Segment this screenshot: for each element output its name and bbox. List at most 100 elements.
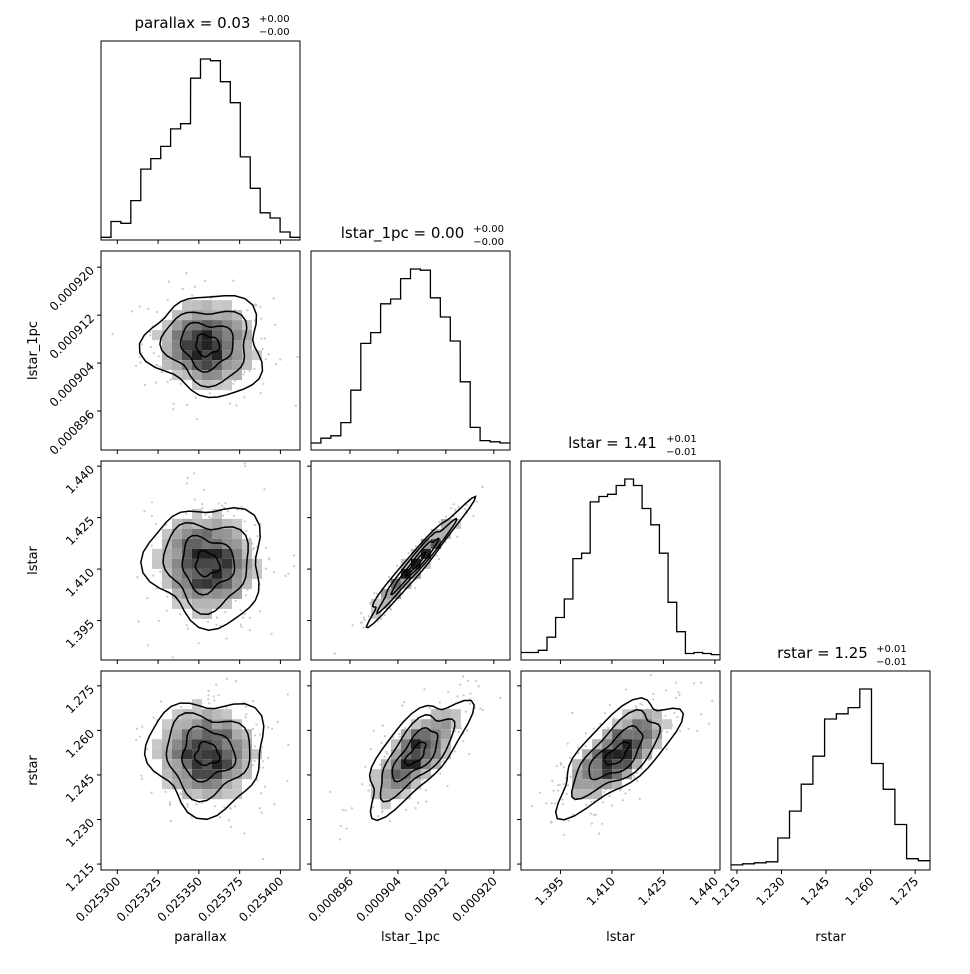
density-cell	[450, 709, 461, 720]
density-cell	[450, 518, 461, 529]
density-cell	[152, 558, 162, 569]
density-cell	[182, 769, 192, 780]
density-cell	[172, 360, 182, 371]
scatter-point	[584, 745, 587, 748]
density-cell	[622, 729, 633, 740]
density-cell	[410, 739, 421, 750]
scatter-point	[248, 370, 251, 373]
density-cell	[212, 759, 222, 770]
hist-step-rstar	[731, 688, 930, 866]
scatter-point	[372, 729, 375, 732]
contour-level	[391, 727, 439, 783]
scatter-point	[577, 752, 580, 755]
density-cell	[440, 528, 451, 539]
scatter-point	[261, 766, 264, 769]
scatter-point	[545, 802, 548, 805]
y-tick-label-lstar-0: 1.395	[63, 617, 97, 651]
density-cell	[212, 789, 222, 800]
scatter-point	[253, 759, 256, 763]
scatter-point	[268, 558, 271, 561]
density-cell	[232, 370, 242, 381]
density-cell	[252, 350, 262, 361]
scatter-point	[652, 698, 655, 701]
y-tick-label-lstar-1: 1.410	[63, 565, 97, 599]
density-cell	[222, 360, 232, 371]
scatter-point	[462, 740, 465, 743]
density-cell	[172, 370, 182, 381]
scatter-point	[140, 777, 144, 781]
hist-title-sub-lstar_1pc: −0.00	[473, 237, 504, 248]
density-cell	[172, 739, 182, 750]
density-cell	[652, 729, 663, 740]
density-cell	[222, 709, 232, 720]
scatter-point	[398, 732, 401, 736]
scatter-point	[361, 783, 364, 786]
density-cell	[430, 719, 441, 730]
scatter-point	[339, 838, 342, 841]
density-cell	[400, 789, 411, 800]
density-cell	[222, 320, 232, 331]
scatter-point	[652, 692, 655, 696]
scatter-point	[224, 611, 227, 614]
density-cell	[202, 789, 212, 800]
contour-level	[375, 517, 458, 615]
scatter-point	[169, 378, 172, 381]
scatter-point	[475, 500, 478, 503]
density-cell	[440, 518, 451, 529]
scatter-point	[271, 727, 274, 730]
scatter-point	[572, 813, 575, 816]
density-cell	[182, 370, 192, 381]
scatter-point	[379, 763, 382, 767]
scatter-point	[590, 800, 593, 804]
density-cell	[162, 759, 172, 770]
scatter-point	[553, 802, 557, 805]
density-cell	[162, 779, 172, 790]
density-cell	[182, 598, 192, 609]
scatter-point	[437, 557, 440, 561]
density-cell	[232, 568, 242, 579]
scatter-point	[292, 565, 295, 568]
density-cell	[400, 729, 411, 740]
scatter-point	[139, 361, 142, 364]
density-cell	[212, 300, 222, 311]
density-cell	[202, 370, 212, 381]
scatter-point	[230, 825, 233, 829]
density-cell	[212, 340, 222, 351]
scatter-point	[481, 485, 484, 489]
density-cell	[212, 719, 222, 730]
scatter-point	[157, 355, 160, 358]
scatter-point	[244, 594, 247, 597]
hist-panel-rstar: rstar = 1.25 +0.01−0.011.215 1.230 1.245 1.2…	[709, 644, 931, 908]
scatter-point	[226, 510, 230, 513]
scatter-point	[146, 597, 149, 600]
density-cell	[202, 310, 212, 321]
contour-level	[143, 702, 265, 821]
density-cell	[232, 588, 242, 599]
contour-level	[368, 699, 475, 822]
density-cell	[232, 578, 242, 589]
scatter-point	[556, 784, 560, 787]
density-cell	[222, 739, 232, 750]
density-cell	[202, 709, 212, 720]
x-tick-label-lstar-2: 1.425	[635, 874, 669, 908]
scatter-point	[264, 358, 267, 361]
scatter-point	[157, 619, 160, 622]
hist-title-sub-parallax: −0.00	[259, 27, 290, 38]
scatter-point	[246, 309, 249, 312]
hist-step-lstar_1pc	[311, 268, 510, 444]
scatter-point	[149, 330, 152, 334]
density-cell	[202, 749, 212, 760]
scatter-point	[138, 356, 141, 359]
scatter-point	[234, 599, 237, 602]
hist-panel-parallax: parallax = 0.03 +0.00 −0.00	[100, 14, 301, 244]
scatter-point	[275, 363, 278, 366]
scatter-point	[239, 609, 242, 612]
density-cell	[182, 310, 192, 321]
density-cell	[242, 769, 252, 780]
x-axis-label-lstar_1pc: lstar_1pc	[381, 930, 440, 945]
y-tick-label-lstar_1pc-1: 0.000904	[47, 359, 97, 409]
scatter-point	[201, 801, 204, 804]
density-cell	[172, 350, 182, 361]
density-cell	[430, 749, 441, 760]
scatter-point	[135, 364, 138, 368]
